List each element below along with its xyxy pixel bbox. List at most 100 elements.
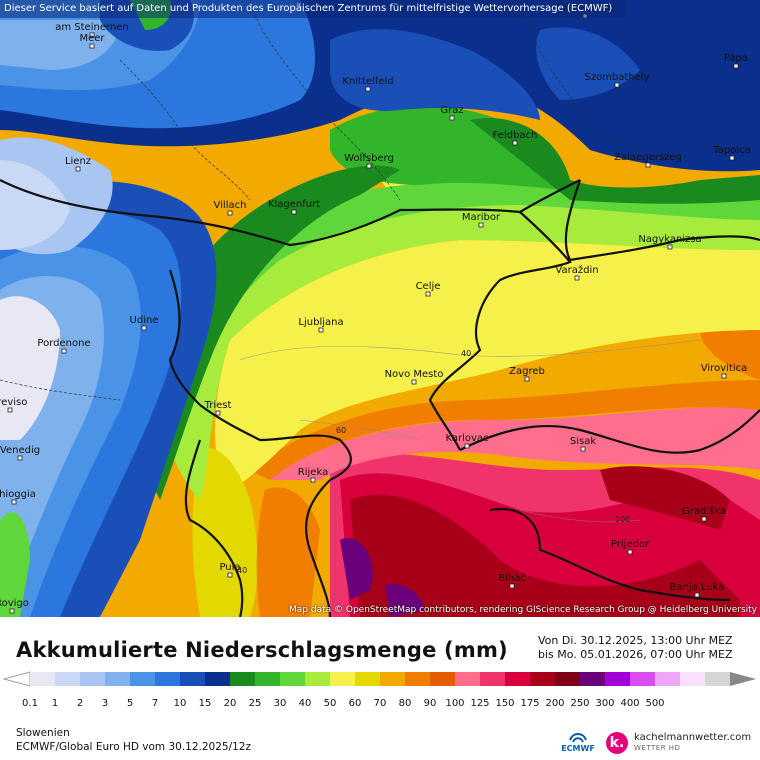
- city-marker-icon: [729, 155, 735, 161]
- legend-swatch: [705, 672, 731, 686]
- legend-swatch: [605, 672, 631, 686]
- city-marker-icon: [318, 327, 324, 333]
- city-treviso[interactable]: Treviso: [0, 397, 27, 413]
- city-marker-icon: [89, 43, 95, 49]
- legend-swatch: [305, 672, 331, 686]
- city-triest[interactable]: Triest: [204, 400, 232, 416]
- city-label: Zalaegerszeg: [614, 152, 682, 163]
- city-biha-[interactable]: Bihać: [498, 572, 526, 589]
- legend-swatch: [280, 672, 306, 686]
- city-udine[interactable]: Udine: [130, 315, 159, 331]
- city-prijedor[interactable]: Prijedor: [611, 539, 650, 555]
- city-label: Klagenfurt: [268, 199, 320, 210]
- footer-info: Slowenien ECMWF/Global Euro HD vom 30.12…: [16, 726, 251, 754]
- city-label: Rijeka: [298, 467, 328, 478]
- city-rijeka[interactable]: Rijeka: [298, 467, 328, 483]
- legend-swatch: [530, 672, 556, 686]
- city-novo-mesto[interactable]: Novo Mesto: [385, 369, 444, 385]
- legend-level-label: 7: [152, 698, 158, 709]
- city-label: Wolfsberg: [344, 153, 394, 164]
- brand-name[interactable]: kachelmannwetter.com: [634, 732, 752, 743]
- city-marker-icon: [733, 63, 739, 69]
- city-pula[interactable]: Pula: [219, 562, 241, 578]
- city-lienz[interactable]: Lienz: [65, 156, 91, 172]
- city-karlovac[interactable]: Karlovac: [445, 433, 489, 449]
- city-banja-luka[interactable]: Banja Luka: [670, 582, 725, 598]
- city-venedig[interactable]: Venedig: [0, 445, 40, 461]
- city-sisak[interactable]: Sisak: [570, 436, 596, 452]
- city-label: Banja Luka: [670, 582, 725, 593]
- city-meer[interactable]: Meer: [79, 33, 105, 49]
- legend-level-label: 0.1: [22, 698, 38, 709]
- legend-level-label: 30: [274, 698, 287, 709]
- city-marker-icon: [667, 244, 673, 250]
- city-marker-icon: [366, 163, 372, 169]
- city-ljubljana[interactable]: Ljubljana: [298, 317, 344, 333]
- model-run: ECMWF/Global Euro HD vom 30.12.2025/12z: [16, 741, 252, 753]
- ecmwf-text: ECMWF: [561, 744, 595, 753]
- city-villach[interactable]: Villach: [214, 200, 247, 216]
- city-marker-icon: [449, 115, 455, 121]
- legend-level-label: 10: [174, 698, 187, 709]
- city-marker-icon: [310, 477, 316, 483]
- city-marker-icon: [524, 376, 530, 382]
- legend-level-label: 2: [77, 698, 83, 709]
- city-p-pa[interactable]: Pápa: [724, 52, 748, 69]
- period-from: Von Di. 30.12.2025, 13:00 Uhr MEZ: [538, 634, 733, 647]
- map-attribution[interactable]: Map data © OpenStreetMap contributors, r…: [289, 605, 757, 615]
- region-name: Slowenien: [16, 727, 70, 739]
- city-marker-icon: [227, 210, 233, 216]
- city-pordenone[interactable]: Pordenone: [37, 338, 91, 354]
- city-maribor[interactable]: Maribor: [462, 212, 501, 228]
- city-celje[interactable]: Celje: [416, 281, 441, 297]
- city-chioggia[interactable]: Chioggia: [0, 489, 36, 505]
- legend-swatch: [630, 672, 656, 686]
- city-label: Udine: [130, 315, 159, 326]
- precipitation-legend: 0.1 1 2 3 5 7 10 15 20 25 30 40 50 60 70 80 90 100 125 150 1…: [0, 668, 760, 714]
- city-am-steinernen[interactable]: am Steinernen: [55, 22, 129, 38]
- legend-level-label: 400: [620, 698, 639, 709]
- legend-swatch: [105, 672, 131, 686]
- legend-swatch: [430, 672, 456, 686]
- city-gradi-ka[interactable]: Gradiška: [682, 505, 726, 522]
- city-tapolca[interactable]: Tapolca: [712, 145, 751, 161]
- city-graz[interactable]: Graz: [440, 105, 464, 121]
- city-virovitica[interactable]: Virovitica: [701, 363, 747, 379]
- ecmwf-logo[interactable]: ECMWF: [556, 730, 600, 753]
- city-zagreb[interactable]: Zagreb: [509, 366, 545, 382]
- legend-level-label: 250: [570, 698, 589, 709]
- city-label: Triest: [204, 400, 232, 411]
- city-marker-icon: [75, 166, 81, 172]
- city-knittelfeld[interactable]: Knittelfeld: [342, 76, 394, 92]
- kachelmann-logo-icon[interactable]: k.: [606, 732, 628, 754]
- city-label: Venedig: [0, 445, 40, 456]
- legend-right-arrow: [730, 672, 756, 686]
- city-label: Zagreb: [509, 366, 545, 377]
- city-feldbach[interactable]: Feldbach: [493, 130, 538, 146]
- city-label: Feldbach: [493, 130, 538, 141]
- legend-level-label: 20: [224, 698, 237, 709]
- city-wolfsberg[interactable]: Wolfsberg: [344, 153, 394, 169]
- city-label: Virovitica: [701, 363, 747, 374]
- city-zalaegerszeg[interactable]: Zalaegerszeg: [614, 152, 682, 168]
- city-marker-icon: [627, 549, 633, 555]
- city-marker-icon: [701, 516, 707, 522]
- city-marker-icon: [464, 443, 470, 449]
- city-marker-icon: [614, 82, 620, 88]
- city-nagykanizsa[interactable]: Nagykanizsa: [638, 234, 702, 250]
- legend-colorbar: 0.1 1 2 3 5 7 10 15 20 25 30 40 50 60 70 80 90 100 125 150 1…: [2, 671, 756, 709]
- city-rovigo[interactable]: Rovigo: [0, 598, 29, 614]
- city-klagenfurt[interactable]: Klagenfurt: [268, 199, 320, 215]
- legend-swatch: [205, 672, 231, 686]
- legend-level-label: 1: [52, 698, 58, 709]
- city-marker-icon: [7, 407, 13, 413]
- city-label: am Steinernen: [55, 22, 129, 33]
- legend-level-label: 500: [645, 698, 664, 709]
- city-vara-din[interactable]: Varaždin: [555, 264, 599, 281]
- legend-swatch: [80, 672, 106, 686]
- city-marker-icon: [509, 583, 515, 589]
- city-szombathely[interactable]: Szombathely: [584, 72, 650, 88]
- city-label: Knittelfeld: [342, 76, 393, 87]
